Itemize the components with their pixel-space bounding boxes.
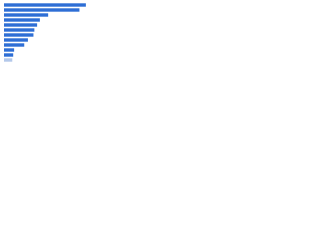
bar bbox=[4, 8, 80, 12]
bar bbox=[4, 33, 34, 37]
bar bbox=[4, 53, 14, 57]
bar bbox=[4, 38, 28, 42]
bar bbox=[4, 48, 15, 52]
bar bbox=[4, 58, 13, 62]
bar bbox=[4, 3, 86, 7]
chart bbox=[4, 3, 86, 62]
bar bbox=[4, 43, 25, 47]
bar bbox=[4, 28, 35, 32]
bar bbox=[4, 18, 40, 22]
bar bbox=[4, 13, 49, 17]
bar bbox=[4, 23, 38, 27]
